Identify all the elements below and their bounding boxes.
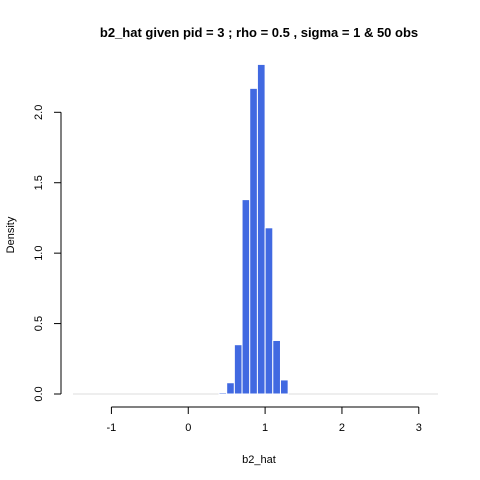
y-tick-label: 1.5 (33, 175, 45, 190)
histogram-bar-2 (233, 344, 243, 395)
y-tick-label: 2.0 (33, 105, 45, 120)
histogram-bar-1 (226, 382, 235, 395)
histogram-bar-7 (272, 339, 281, 395)
x-tick-label: 0 (185, 422, 191, 434)
x-tick-label: -1 (107, 422, 117, 434)
x-tick-label: 3 (416, 422, 422, 434)
y-axis: 0.0 0.5 1.0 1.5 2.0 (33, 105, 62, 402)
x-axis-label: b2_hat (242, 454, 276, 466)
histogram-bar-5 (256, 63, 266, 395)
chart-title: b2_hat given pid = 3 ; rho = 0.5 , sigma… (100, 25, 418, 40)
y-tick-label: 0.5 (33, 316, 45, 331)
histogram-bar-4 (249, 87, 258, 395)
histogram-bar-3 (241, 199, 251, 395)
histogram-bars (73, 63, 438, 395)
histogram-bar-6 (264, 227, 274, 395)
histogram-bar-8 (279, 379, 289, 395)
y-tick-label: 0.0 (33, 386, 45, 401)
y-axis-label: Density (5, 216, 17, 253)
histogram-bar-0 (218, 392, 228, 395)
x-axis: -1 0 1 2 3 (107, 406, 422, 434)
x-tick-label: 1 (262, 422, 268, 434)
y-tick-label: 1.0 (33, 246, 45, 261)
x-tick-label: 2 (339, 422, 345, 434)
